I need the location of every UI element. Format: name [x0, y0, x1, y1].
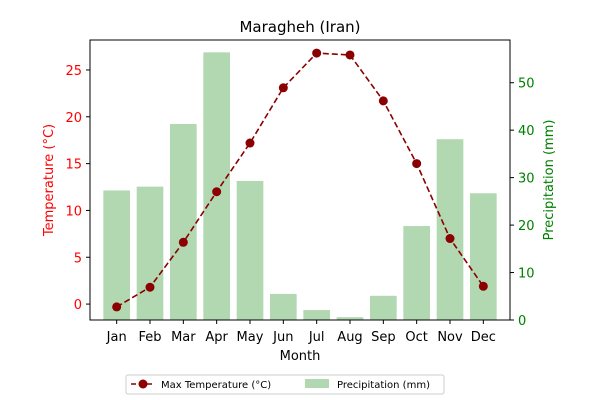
temperature-point-nov — [445, 234, 455, 244]
x-tick-label: Jun — [272, 330, 293, 345]
left-tick-label: 5 — [74, 251, 82, 266]
precipitation-bar-dec — [470, 193, 497, 320]
right-tick-label: 30 — [518, 172, 535, 187]
legend-temperature-marker — [138, 379, 148, 389]
precipitation-bars — [103, 52, 497, 321]
right-tick-label: 40 — [518, 124, 535, 139]
left-tick-label: 10 — [65, 204, 82, 219]
chart-legend: Max Temperature (°C) Precipitation (mm) — [125, 374, 445, 395]
x-tick-label: Sep — [371, 330, 396, 345]
temperature-point-oct — [412, 159, 422, 169]
precipitation-bar-mar — [170, 124, 197, 320]
precipitation-bar-aug — [336, 317, 364, 320]
temperature-point-aug — [345, 50, 355, 60]
precipitation-bar-nov — [436, 139, 464, 320]
left-y-axis: 0 5 10 15 20 25 — [65, 64, 90, 313]
precipitation-bar-feb — [136, 186, 164, 320]
precipitation-bar-apr — [203, 52, 230, 321]
precipitation-bar-jul — [303, 310, 330, 320]
x-tick-label: Dec — [471, 330, 496, 345]
right-y-axis: 0 10 20 30 40 50 — [510, 77, 535, 329]
temperature-point-jan — [112, 302, 122, 312]
x-tick-label: Nov — [437, 330, 463, 345]
left-axis-title: Temperature (°C) — [42, 124, 57, 237]
precipitation-bar-sep — [370, 295, 397, 320]
temperature-point-feb — [145, 282, 155, 292]
x-tick-label: Mar — [171, 330, 196, 345]
x-tick-label: Jul — [308, 330, 325, 345]
precipitation-bar-jan — [103, 190, 130, 320]
temperature-point-sep — [378, 96, 388, 106]
left-tick-label: 20 — [65, 111, 82, 126]
x-axis: Jan Feb Mar Apr May Jun Jul Aug Sep Oct Nov Dec — [106, 320, 496, 345]
temperature-point-apr — [212, 187, 222, 197]
temperature-point-dec — [478, 281, 488, 291]
temperature-point-jun — [278, 83, 288, 93]
x-tick-label: Jan — [106, 330, 127, 345]
right-tick-label: 0 — [518, 314, 526, 329]
legend-temperature-label: Max Temperature (°C) — [161, 380, 271, 391]
x-tick-label: Oct — [405, 330, 427, 345]
x-axis-title: Month — [280, 349, 321, 364]
x-tick-label: May — [237, 330, 264, 345]
precipitation-bar-jun — [270, 293, 297, 320]
precipitation-bar-may — [236, 180, 264, 320]
left-tick-label: 0 — [74, 298, 82, 313]
chart-title: Maragheh (Iran) — [239, 18, 360, 36]
x-tick-label: Feb — [138, 330, 161, 345]
temperature-point-may — [245, 138, 255, 148]
temperature-point-mar — [178, 237, 188, 247]
legend-precipitation-swatch — [305, 379, 329, 388]
precipitation-bar-oct — [403, 226, 430, 320]
temperature-line — [112, 48, 488, 312]
right-axis-title: Precipitation (mm) — [542, 120, 557, 241]
right-tick-label: 50 — [518, 77, 535, 92]
x-tick-label: Apr — [205, 330, 228, 345]
legend-precipitation-label: Precipitation (mm) — [337, 380, 430, 391]
legend-box — [125, 374, 445, 395]
right-tick-label: 20 — [518, 219, 535, 234]
plot-frame — [89, 39, 511, 321]
left-tick-label: 25 — [65, 64, 82, 79]
temperature-line-path — [116, 52, 484, 308]
temperature-point-jul — [312, 48, 322, 58]
left-tick-label: 15 — [65, 158, 82, 173]
x-tick-label: Aug — [337, 330, 362, 345]
right-tick-label: 10 — [518, 267, 535, 282]
